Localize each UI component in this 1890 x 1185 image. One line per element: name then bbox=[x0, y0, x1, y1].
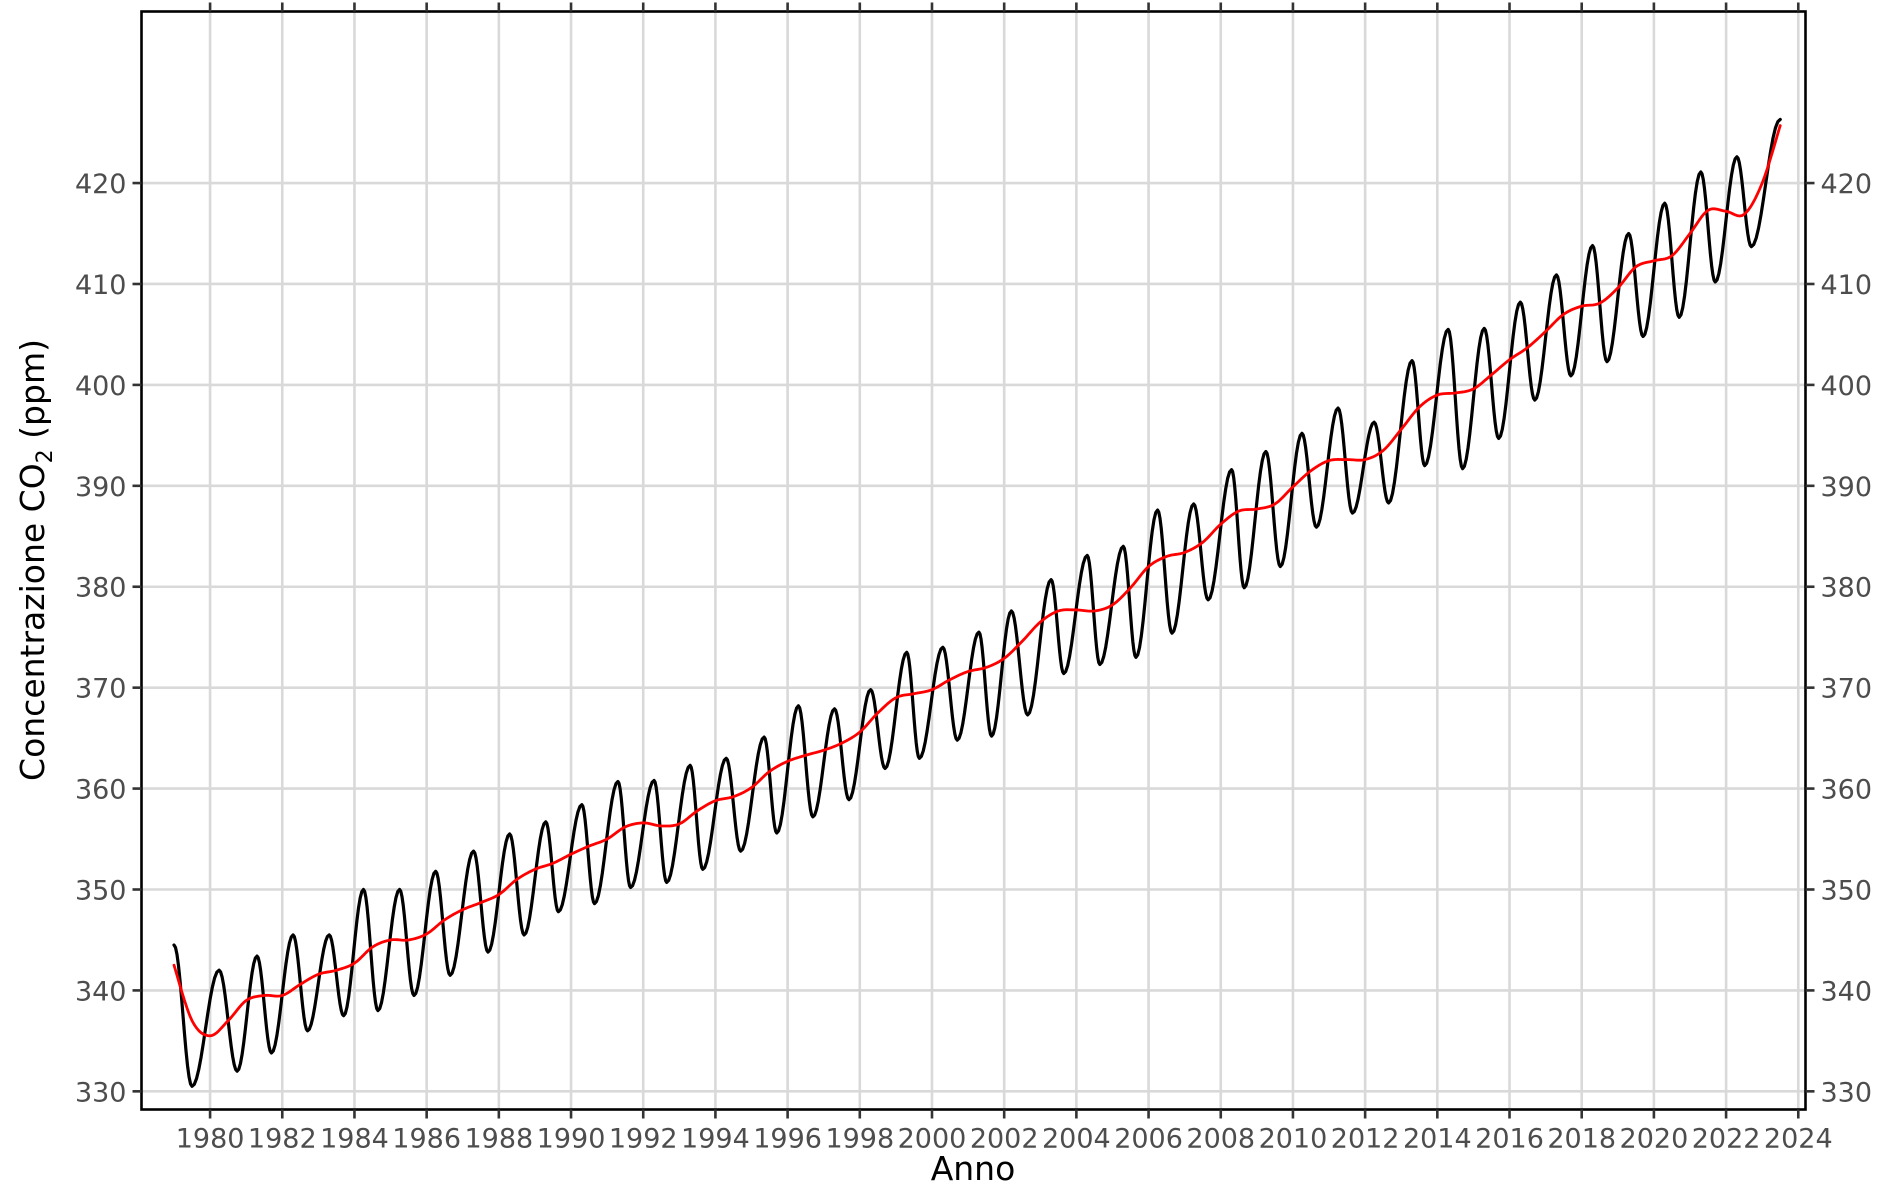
x-tick-label: 2008 bbox=[1186, 1124, 1255, 1155]
y-tick-label-right: 360 bbox=[1821, 775, 1873, 806]
y-tick-label-left: 390 bbox=[75, 472, 127, 503]
x-tick-label: 1998 bbox=[825, 1124, 894, 1155]
x-tick-label: 1980 bbox=[176, 1124, 245, 1155]
y-tick-label-right: 420 bbox=[1821, 169, 1873, 200]
plot-frame bbox=[140, 10, 1807, 1111]
grid-lines bbox=[141, 11, 1806, 1110]
y-tick-label-left: 340 bbox=[75, 976, 127, 1007]
y-tick-label-right: 400 bbox=[1821, 371, 1873, 402]
y-axis-title-unit: (ppm) bbox=[13, 339, 52, 449]
x-tick-label: 1996 bbox=[753, 1124, 822, 1155]
x-tick-label: 1990 bbox=[537, 1124, 606, 1155]
series-line-trend bbox=[172, 124, 1782, 1038]
x-tick-label: 1984 bbox=[320, 1124, 389, 1155]
y-tick-label-left: 410 bbox=[75, 270, 127, 301]
y-tick-label-right: 390 bbox=[1821, 472, 1873, 503]
axis-ticks bbox=[132, 2, 1815, 1119]
x-tick-label: 2016 bbox=[1475, 1124, 1544, 1155]
y-axis-title-main: Concentrazione CO bbox=[13, 463, 52, 781]
x-tick-label: 2004 bbox=[1042, 1124, 1111, 1155]
y-tick-label-right: 380 bbox=[1821, 573, 1873, 604]
y-tick-label-left: 350 bbox=[75, 875, 127, 906]
x-tick-label: 1994 bbox=[681, 1124, 750, 1155]
x-tick-label: 2020 bbox=[1620, 1124, 1689, 1155]
series-layer bbox=[172, 117, 1782, 1088]
x-tick-label: 1982 bbox=[248, 1124, 317, 1155]
y-tick-label-right: 340 bbox=[1821, 976, 1873, 1007]
x-tick-label: 2000 bbox=[898, 1124, 967, 1155]
x-tick-label: 2022 bbox=[1692, 1124, 1761, 1155]
x-tick-label: 2006 bbox=[1114, 1124, 1183, 1155]
y-tick-label-right: 410 bbox=[1821, 270, 1873, 301]
y-tick-label-left: 360 bbox=[75, 775, 127, 806]
y-axis-title-subscript: 2 bbox=[33, 449, 58, 463]
y-tick-label-left: 400 bbox=[75, 371, 127, 402]
series-line-monthly bbox=[172, 117, 1782, 1088]
x-tick-label: 2010 bbox=[1259, 1124, 1328, 1155]
x-tick-label: 2024 bbox=[1764, 1124, 1833, 1155]
y-tick-label-right: 370 bbox=[1821, 674, 1873, 705]
y-tick-label-left: 370 bbox=[75, 674, 127, 705]
x-tick-label: 2012 bbox=[1331, 1124, 1400, 1155]
y-tick-label-left: 330 bbox=[75, 1077, 127, 1108]
x-tick-label: 1992 bbox=[609, 1124, 678, 1155]
x-tick-label: 1988 bbox=[464, 1124, 533, 1155]
x-tick-label: 2002 bbox=[970, 1124, 1039, 1155]
x-tick-label: 1986 bbox=[392, 1124, 461, 1155]
x-axis-title: Anno bbox=[931, 1149, 1016, 1185]
x-tick-label: 2014 bbox=[1403, 1124, 1472, 1155]
y-tick-label-left: 420 bbox=[75, 169, 127, 200]
y-tick-label-right: 330 bbox=[1821, 1077, 1873, 1108]
x-tick-label: 2018 bbox=[1547, 1124, 1616, 1155]
y-tick-label-right: 350 bbox=[1821, 875, 1873, 906]
y-axis-title: Concentrazione CO2 (ppm) bbox=[13, 339, 58, 781]
y-tick-label-left: 380 bbox=[75, 573, 127, 604]
